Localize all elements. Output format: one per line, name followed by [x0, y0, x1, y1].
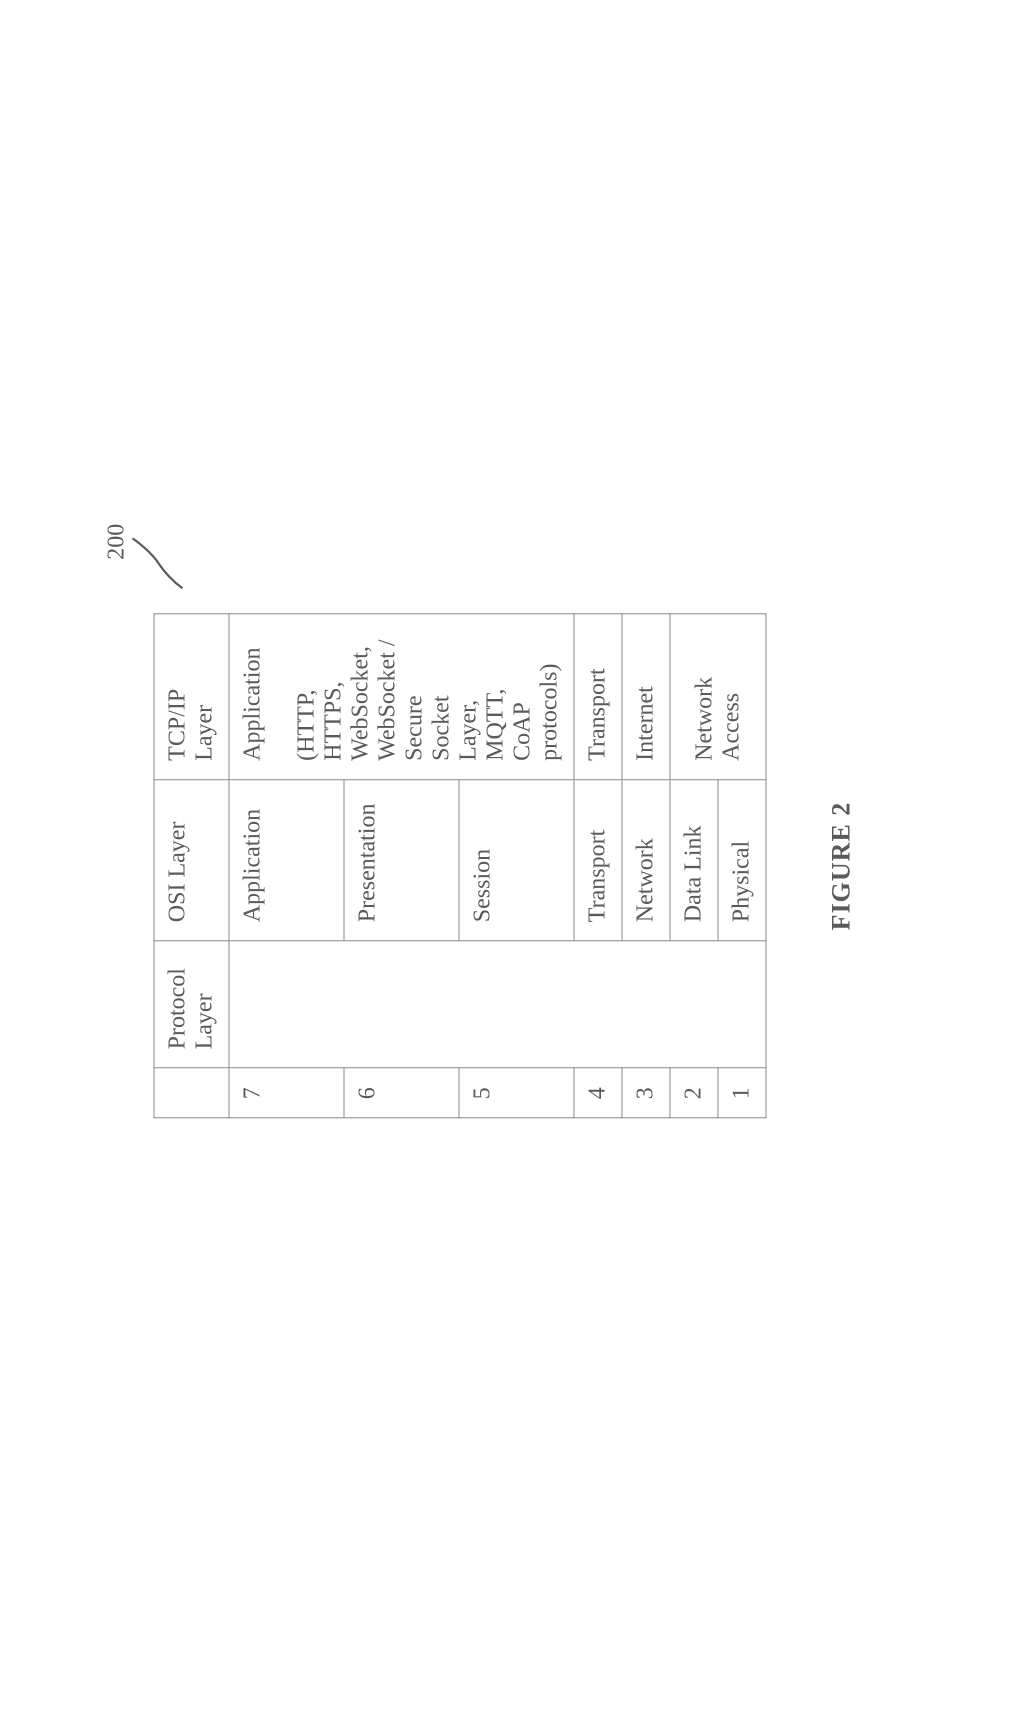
protocol-layers-table: Protocol Layer OSI Layer TCP/IP Layer 7 … [153, 613, 766, 1118]
osi-network: Network [622, 779, 670, 940]
layer-number: 6 [344, 1067, 459, 1117]
layer-number: 4 [574, 1067, 622, 1117]
header-osi-layer: OSI Layer [154, 779, 229, 940]
table-with-annotation: 200 Protocol Layer OSI Layer TCP/IP Laye… [153, 613, 766, 1118]
tcpip-application: Application (HTTP, HTTPS, WebSocket, Web… [229, 614, 574, 779]
osi-application: Application [229, 779, 344, 940]
tcpip-internet: Internet [622, 614, 670, 779]
osi-transport: Transport [574, 779, 622, 940]
osi-physical: Physical [718, 779, 766, 940]
figure-reference-number: 200 [103, 523, 130, 559]
layer-number: 2 [670, 1067, 718, 1117]
osi-presentation: Presentation [344, 779, 459, 940]
layer-number: 1 [718, 1067, 766, 1117]
protocol-layer-cell [229, 940, 766, 1067]
header-protocol-layer: Protocol Layer [154, 940, 229, 1067]
table-row: 7 Application Application (HTTP, HTTPS, … [229, 614, 344, 1118]
figure-reference-annotation: 200 [103, 523, 185, 593]
annotation-curve-icon [130, 523, 185, 593]
layer-number: 3 [622, 1067, 670, 1117]
content-container: 200 Protocol Layer OSI Layer TCP/IP Laye… [153, 613, 856, 1118]
header-tcpip-layer: TCP/IP Layer [154, 614, 229, 779]
osi-session: Session [459, 779, 574, 940]
tcpip-transport: Transport [574, 614, 622, 779]
layer-number: 5 [459, 1067, 574, 1117]
layer-number: 7 [229, 1067, 344, 1117]
header-num [154, 1067, 229, 1117]
tcpip-network-access: Network Access [670, 614, 766, 779]
table-header-row: Protocol Layer OSI Layer TCP/IP Layer [154, 614, 229, 1118]
osi-datalink: Data Link [670, 779, 718, 940]
page-wrapper: 200 Protocol Layer OSI Layer TCP/IP Laye… [153, 613, 856, 1118]
figure-caption: FIGURE 2 [826, 801, 856, 930]
